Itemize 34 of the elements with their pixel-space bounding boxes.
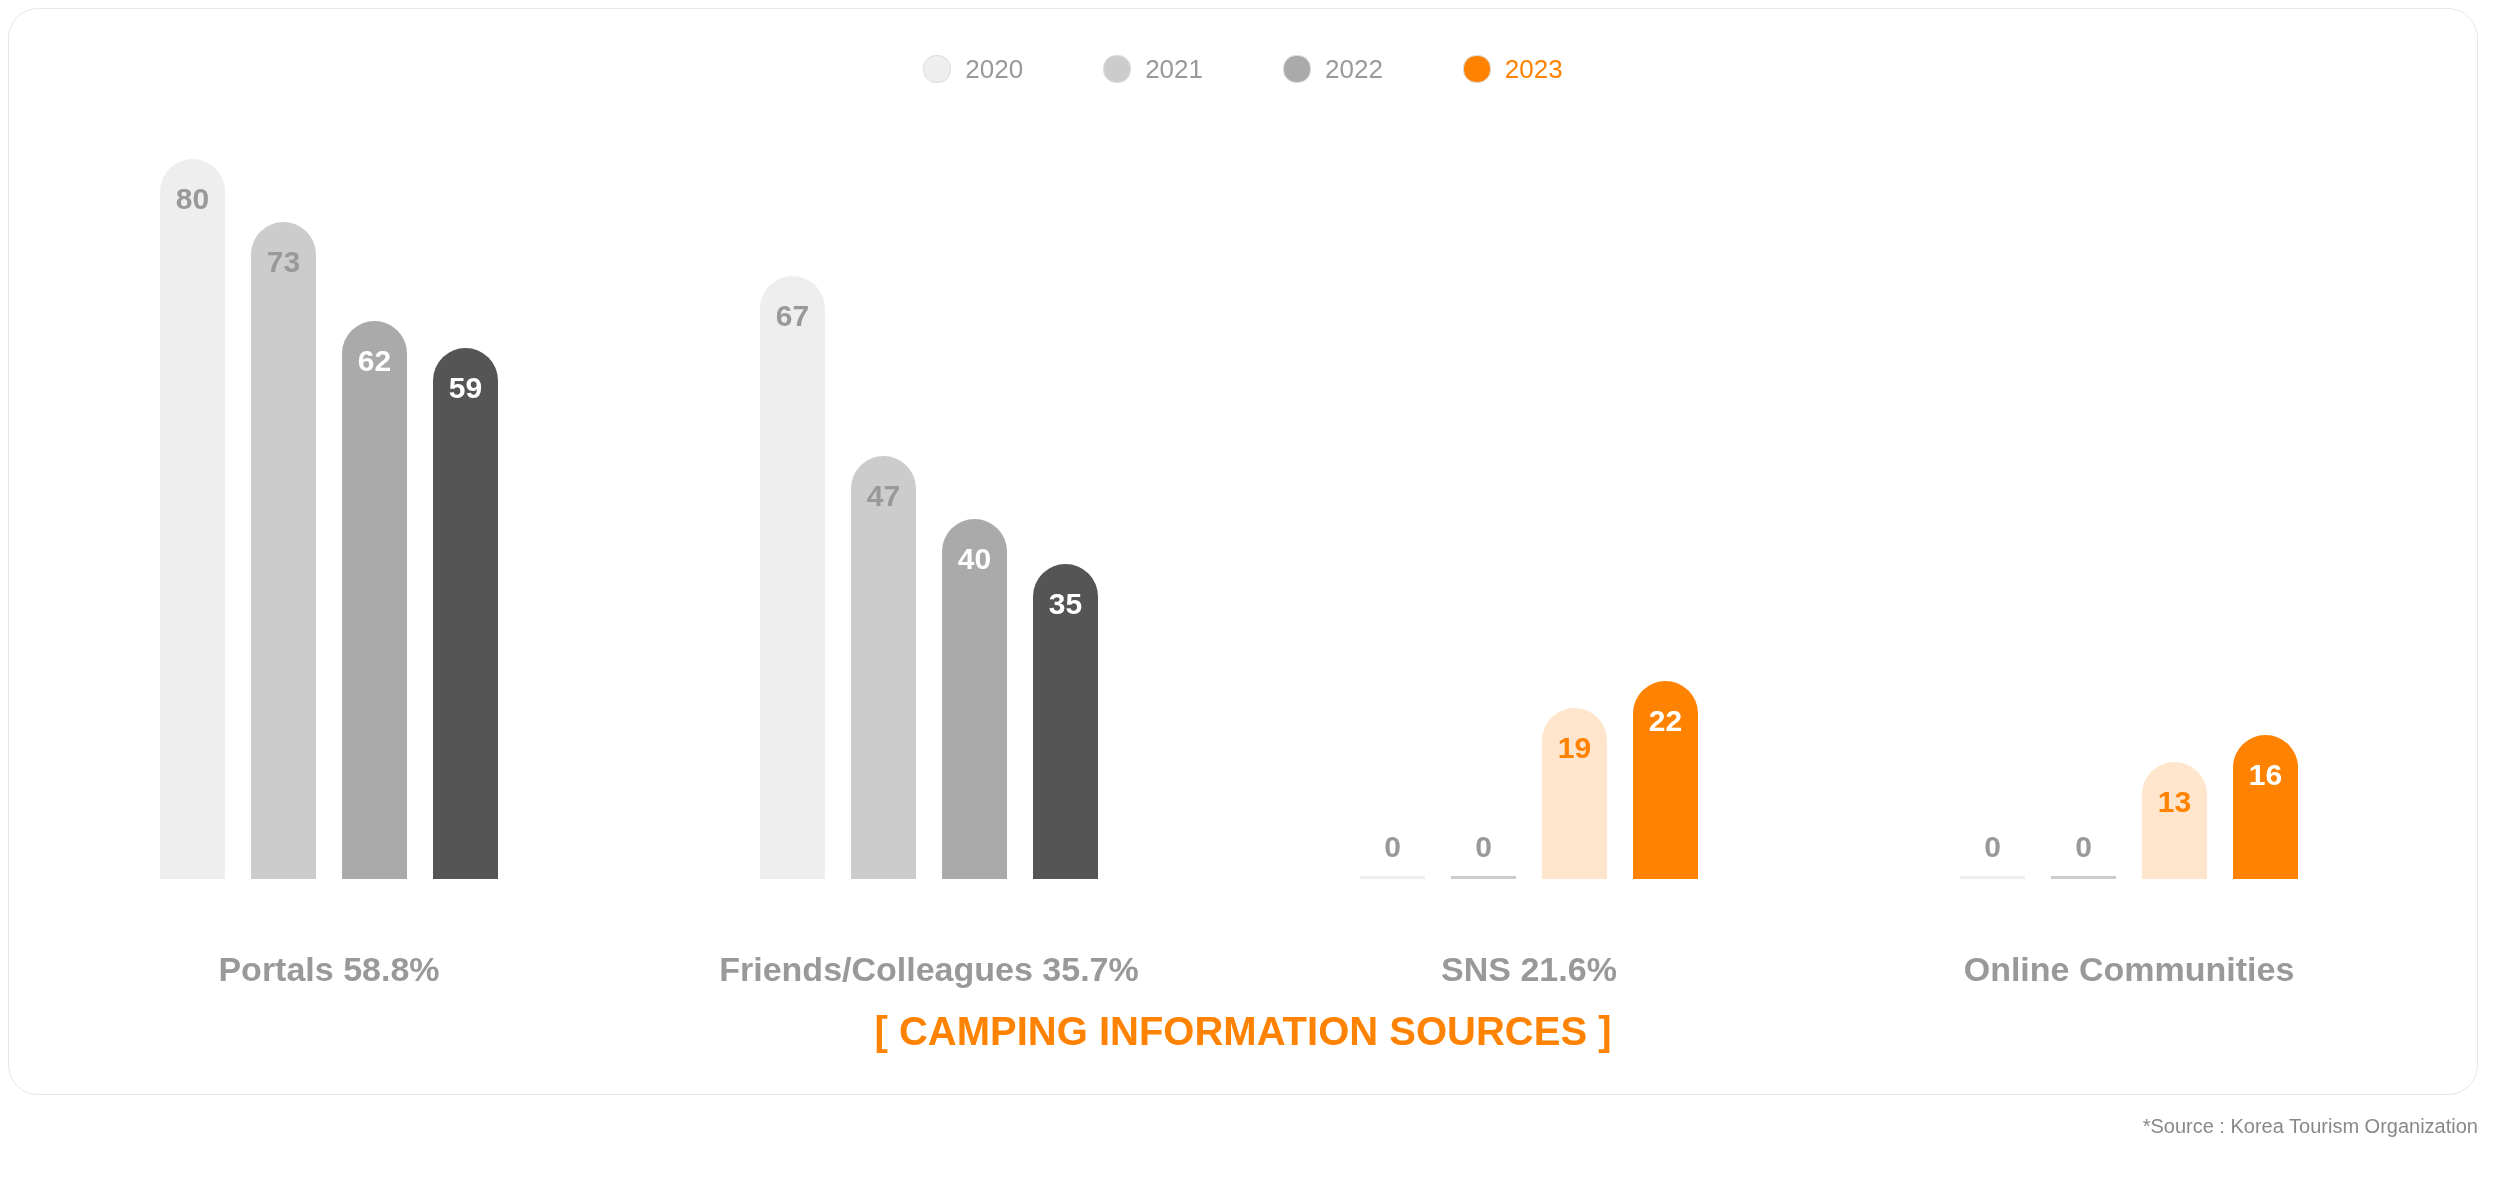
data-label: 0: [1984, 830, 2001, 863]
bar: [433, 348, 498, 879]
legend-label: 2021: [1144, 53, 1203, 85]
legend-label: 2022: [1324, 53, 1383, 85]
bar: [342, 321, 407, 879]
legend-label: 2023: [1503, 53, 1563, 85]
data-label: 0: [2075, 830, 2092, 863]
data-label: 13: [2157, 785, 2192, 818]
data-label: 62: [357, 344, 392, 377]
x-tick-label: SNS 21.6%: [1441, 950, 1617, 989]
bar: [1633, 681, 1698, 879]
bar: [1542, 708, 1607, 879]
text: *Source : Korea Tourism Organization: [2141, 1115, 2478, 1138]
bar: [2233, 735, 2298, 879]
data-label: 80: [175, 182, 210, 215]
data-label: 22: [1648, 704, 1683, 737]
bar: [2142, 762, 2207, 879]
data-label: 16: [2248, 758, 2283, 791]
data-label: 40: [957, 542, 992, 575]
data-label: 67: [775, 299, 810, 332]
x-tick-label: Friends/Colleagues 35.7%: [719, 950, 1139, 989]
data-label: 35: [1048, 587, 1083, 620]
bar: [851, 456, 916, 879]
data-label: 0: [1475, 830, 1492, 863]
x-tick-label: Online Communities: [1963, 950, 2295, 989]
bar: [1033, 564, 1098, 879]
data-label: 19: [1557, 731, 1592, 764]
legend-label: 2020: [964, 53, 1024, 85]
data-label: 59: [448, 371, 483, 404]
bar: [251, 222, 316, 879]
bar: [942, 519, 1007, 879]
text: [ CAMPING INFORMATION SOURCES ]: [873, 1009, 1613, 1054]
data-label: 0: [1384, 830, 1401, 863]
x-tick-label: Portals 58.8%: [218, 950, 440, 989]
